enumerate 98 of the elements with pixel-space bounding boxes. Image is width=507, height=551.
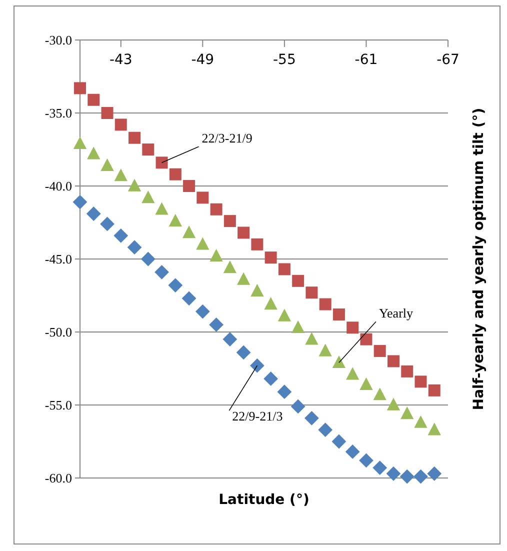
point bbox=[278, 263, 290, 276]
point bbox=[114, 118, 127, 131]
point bbox=[182, 291, 196, 306]
point bbox=[155, 202, 168, 215]
y-tick-label: -60.0 bbox=[44, 470, 72, 486]
point bbox=[332, 308, 345, 320]
point bbox=[359, 453, 374, 468]
x-tick-label: -61 bbox=[354, 52, 378, 68]
point bbox=[428, 422, 441, 436]
point bbox=[73, 136, 87, 150]
point bbox=[305, 332, 318, 345]
point bbox=[318, 344, 332, 356]
point bbox=[128, 132, 141, 144]
point bbox=[251, 238, 264, 250]
y-tick-label: -40.0 bbox=[44, 178, 72, 194]
point bbox=[318, 422, 333, 438]
point bbox=[386, 398, 400, 410]
point bbox=[346, 367, 360, 380]
x-tick-label: -49 bbox=[191, 52, 214, 68]
text: Yearly bbox=[378, 306, 414, 321]
point bbox=[100, 158, 114, 171]
point bbox=[373, 388, 386, 400]
point bbox=[127, 240, 142, 255]
point bbox=[264, 372, 278, 386]
point bbox=[387, 355, 400, 368]
point bbox=[264, 297, 278, 310]
point bbox=[291, 320, 305, 334]
point bbox=[306, 286, 318, 299]
y-tick-label: -35.0 bbox=[44, 106, 72, 121]
point bbox=[224, 215, 236, 228]
point bbox=[400, 406, 414, 420]
point bbox=[128, 178, 142, 192]
point bbox=[319, 298, 332, 310]
point bbox=[290, 399, 306, 414]
point bbox=[238, 226, 250, 239]
point bbox=[401, 365, 414, 378]
point bbox=[196, 237, 210, 250]
series-label: 22/9-21/3 bbox=[232, 408, 283, 424]
point bbox=[428, 384, 440, 396]
point bbox=[236, 272, 250, 285]
point bbox=[292, 274, 304, 287]
point bbox=[332, 434, 346, 449]
point bbox=[427, 466, 442, 481]
point bbox=[346, 322, 359, 334]
point bbox=[140, 252, 156, 266]
point bbox=[236, 345, 251, 360]
point bbox=[304, 410, 319, 426]
point bbox=[414, 415, 428, 428]
point bbox=[400, 469, 414, 484]
point bbox=[169, 168, 182, 180]
point bbox=[142, 190, 155, 204]
y-axis-title: Half-yearly and yearly optimum tilt (°) bbox=[471, 108, 487, 410]
point bbox=[374, 344, 386, 357]
point bbox=[87, 146, 100, 160]
point bbox=[195, 304, 210, 319]
point bbox=[101, 107, 114, 119]
point bbox=[168, 214, 182, 226]
point bbox=[223, 260, 237, 274]
point bbox=[196, 192, 209, 204]
point bbox=[114, 168, 128, 182]
x-tick-label: -43 bbox=[109, 52, 132, 68]
point bbox=[222, 332, 238, 346]
point bbox=[345, 444, 360, 459]
point bbox=[414, 376, 427, 388]
y-tick-label: -30.0 bbox=[44, 32, 72, 48]
y-tick-label: -50.0 bbox=[44, 324, 72, 340]
point bbox=[264, 252, 277, 264]
point bbox=[182, 226, 196, 238]
point bbox=[156, 156, 168, 169]
y-tick-label: -55.0 bbox=[44, 398, 72, 413]
point bbox=[250, 358, 264, 373]
point bbox=[209, 318, 224, 332]
point bbox=[360, 333, 372, 346]
point bbox=[360, 377, 373, 390]
point bbox=[372, 460, 388, 475]
point bbox=[414, 469, 428, 484]
point bbox=[86, 206, 101, 221]
point bbox=[386, 466, 401, 481]
point bbox=[168, 278, 183, 292]
point bbox=[88, 94, 100, 106]
point bbox=[142, 144, 154, 156]
text: 22/3-21/9 bbox=[202, 130, 252, 146]
point bbox=[154, 264, 169, 280]
point bbox=[183, 180, 196, 192]
point bbox=[332, 355, 346, 368]
point bbox=[277, 384, 292, 400]
point bbox=[114, 228, 128, 243]
point bbox=[278, 308, 292, 322]
x-tick-label: -67 bbox=[436, 52, 460, 68]
point bbox=[72, 194, 88, 210]
y-tick-label: -45.0 bbox=[44, 252, 72, 267]
x-tick-label: -55 bbox=[273, 52, 296, 68]
point bbox=[250, 284, 264, 297]
point bbox=[74, 82, 86, 94]
point bbox=[210, 203, 222, 216]
point bbox=[210, 248, 223, 262]
x-axis-title: Latitude (°) bbox=[218, 492, 310, 508]
point bbox=[100, 216, 114, 232]
